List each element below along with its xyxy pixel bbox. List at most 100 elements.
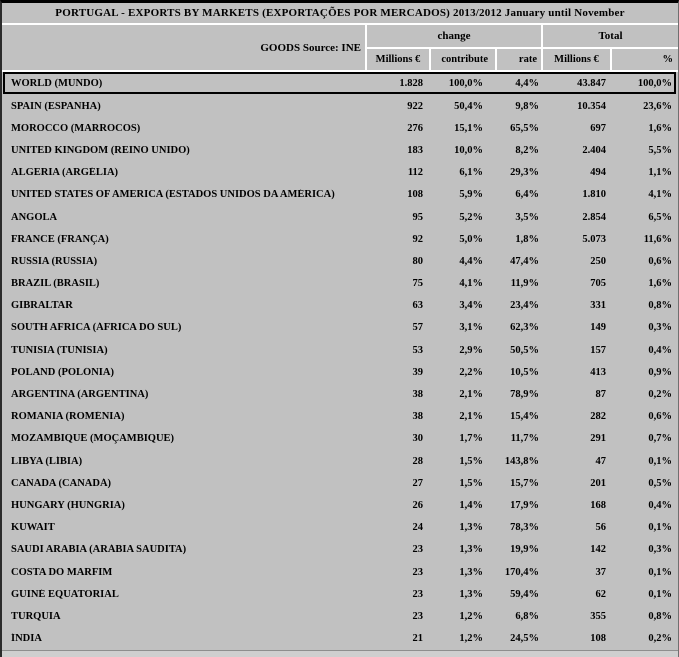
- table-row: SOUTH AFRICA (ÁFRICA DO SUL) 57 3,1% 62,3% 1…: [2, 317, 678, 339]
- world-row: WORLD (MUNDO) 1.828 100,0% 4,4% 43.847 1…: [2, 72, 678, 95]
- rate-cell: 59,4%: [510, 588, 539, 600]
- millions-total-cell: 62: [595, 588, 607, 600]
- rate-cell: 6,4%: [515, 189, 539, 201]
- millions-change-cell: 92: [412, 233, 424, 245]
- contribute-cell: 1,3%: [459, 588, 483, 600]
- contribute-cell: 2,1%: [459, 411, 483, 423]
- rate-cell: 9,8%: [515, 100, 539, 112]
- contribute-cell: 50,4%: [454, 100, 483, 112]
- country-cell: FRANCE (FRANÇA): [11, 233, 109, 245]
- millions-total-cell: 5.073: [582, 233, 606, 245]
- rate-cell: 50,5%: [510, 344, 539, 356]
- table-body: SPAIN (ESPANHA) 922 50,4% 9,8% 10.354 23,6% MO…: [2, 95, 678, 650]
- table-row: LIBYA (LÍBIA) 28 1,5% 143,8% 47 0,1%: [2, 450, 678, 472]
- change-group-header: change: [367, 25, 543, 47]
- percent-cell: 4,1%: [648, 189, 672, 201]
- table-row: SAUDI ARABIA (ARÁBIA SAUDITA) 23 1,3% 19,9%…: [2, 539, 678, 561]
- millions-total-cell: 697: [590, 122, 606, 134]
- millions-change-cell: 26: [412, 499, 424, 511]
- millions-change-cell: 183: [407, 144, 423, 156]
- total-group-header: Total: [598, 30, 623, 42]
- contribute-cell: 4,4%: [459, 255, 483, 267]
- millions-change-cell: 53: [412, 344, 424, 356]
- rate-cell: 24,5%: [510, 633, 539, 645]
- contribute-cell: 3,1%: [459, 322, 483, 334]
- table-row: ARGENTINA (ARGENTINA) 38 2,1% 78,9% 87 0,2%: [2, 383, 678, 405]
- rate-cell: 10,5%: [510, 366, 539, 378]
- millions-change-cell: 57: [412, 322, 424, 334]
- col-header-millions-change: Millions €: [367, 49, 431, 70]
- millions-change-cell: 276: [407, 122, 423, 134]
- rate-cell: 3,5%: [515, 211, 539, 223]
- contribute-cell: 5,2%: [459, 211, 483, 223]
- contribute-cell: 2,1%: [459, 389, 483, 401]
- percent-cell: 5,5%: [648, 144, 672, 156]
- percent-cell: 0,1%: [648, 522, 672, 534]
- rate-cell: 1,8%: [515, 233, 539, 245]
- table-row: CANADA (CANADÁ) 27 1,5% 15,7% 201 0,5%: [2, 472, 678, 494]
- contribute-cell: 10,0%: [454, 144, 483, 156]
- percent-cell: 11,6%: [643, 233, 672, 245]
- percent-cell: 0,6%: [648, 255, 672, 267]
- col-header-percent: %: [662, 54, 674, 65]
- millions-change-cell: 39: [412, 366, 424, 378]
- rate-cell: 23,4%: [510, 300, 539, 312]
- millions-total-cell: 705: [590, 278, 606, 290]
- millions-change-cell: 38: [412, 411, 424, 423]
- contribute-cell: 15,1%: [454, 122, 483, 134]
- rate-cell: 65,5%: [510, 122, 539, 134]
- table-row: COSTA DO MARFIM 23 1,3% 170,4% 37 0,1%: [2, 561, 678, 583]
- millions-change-cell: 63: [412, 300, 424, 312]
- table-row: UNITED STATES OF AMERICA (ESTADOS UNIDOS…: [2, 184, 678, 206]
- table-row: ANGOLA 95 5,2% 3,5% 2.854 6,5%: [2, 206, 678, 228]
- millions-total-cell: 331: [590, 300, 606, 312]
- rate-cell: 170,4%: [504, 566, 539, 578]
- table-header: GOODS Source: INE change Total Millions …: [2, 25, 678, 72]
- percent-cell: 1,6%: [648, 122, 672, 134]
- rate-cell: 17,9%: [510, 499, 539, 511]
- millions-total-cell: 282: [590, 411, 606, 423]
- millions-total-cell: 1.810: [582, 189, 606, 201]
- contribute-cell: 1,2%: [459, 633, 483, 645]
- millions-total-cell: 56: [595, 522, 607, 534]
- country-cell: ARGENTINA (ARGENTINA): [11, 389, 149, 401]
- country-cell: ALGERIA (ARGÉLIA): [11, 167, 119, 179]
- country-cell: UNITED STATES OF AMERICA (ESTADOS UNIDOS…: [11, 189, 335, 201]
- table-row: POLAND (POLÓNIA) 39 2,2% 10,5% 413 0,9%: [2, 361, 678, 383]
- table-row: GIBRALTAR 63 3,4% 23,4% 331 0,8%: [2, 295, 678, 317]
- millions-change-cell: 23: [412, 588, 424, 600]
- millions-change-cell: 28: [412, 455, 424, 467]
- percent-cell: 0,2%: [648, 633, 672, 645]
- country-cell: LIBYA (LÍBIA): [11, 455, 83, 467]
- table-bottom-border: [2, 649, 678, 651]
- table-row: TUNISIA (TUNÍSIA) 53 2,9% 50,5% 157 0,4%: [2, 339, 678, 361]
- table-row: FRANCE (FRANÇA) 92 5,0% 1,8% 5.073 11,6%: [2, 228, 678, 250]
- country-cell: HUNGARY (HUNGRIA): [11, 499, 125, 511]
- country-cell: RUSSIA (RÚSSIA): [11, 255, 98, 267]
- column-header-row: Millions € contribute rate Millions € %: [367, 49, 678, 70]
- table-row: ÍNDIA 21 1,2% 24,5% 108 0,2%: [2, 628, 678, 650]
- contribute-cell: 5,0%: [459, 233, 483, 245]
- header-groups: change Total Millions € contribute rate …: [367, 25, 678, 70]
- percent-cell: 0,4%: [648, 499, 672, 511]
- rate-cell: 4,4%: [515, 78, 539, 89]
- millions-change-cell: 75: [412, 278, 424, 290]
- contribute-cell: 100,0%: [448, 78, 483, 89]
- country-cell: UNITED KINGDOM (REINO UNIDO): [11, 144, 190, 156]
- millions-total-cell: 291: [590, 433, 606, 445]
- rate-cell: 62,3%: [510, 322, 539, 334]
- millions-total-cell: 157: [590, 344, 606, 356]
- goods-source-label: GOODS Source: INE: [2, 25, 367, 70]
- country-cell: WORLD (MUNDO): [11, 78, 103, 89]
- contribute-cell: 1,3%: [459, 566, 483, 578]
- country-cell: KUWAIT: [11, 522, 55, 534]
- percent-cell: 0,7%: [648, 433, 672, 445]
- table-row: ROMANIA (ROMÉNIA) 38 2,1% 15,4% 282 0,6%: [2, 406, 678, 428]
- rate-cell: 11,9%: [510, 278, 539, 290]
- millions-change-cell: 27: [412, 477, 424, 489]
- millions-total-cell: 43.847: [577, 78, 606, 89]
- contribute-cell: 1,5%: [459, 477, 483, 489]
- table-title: PORTUGAL - EXPORTS BY MARKETS (EXPORTAÇÕ…: [2, 3, 678, 25]
- millions-change-cell: 23: [412, 544, 424, 556]
- contribute-cell: 1,2%: [459, 610, 483, 622]
